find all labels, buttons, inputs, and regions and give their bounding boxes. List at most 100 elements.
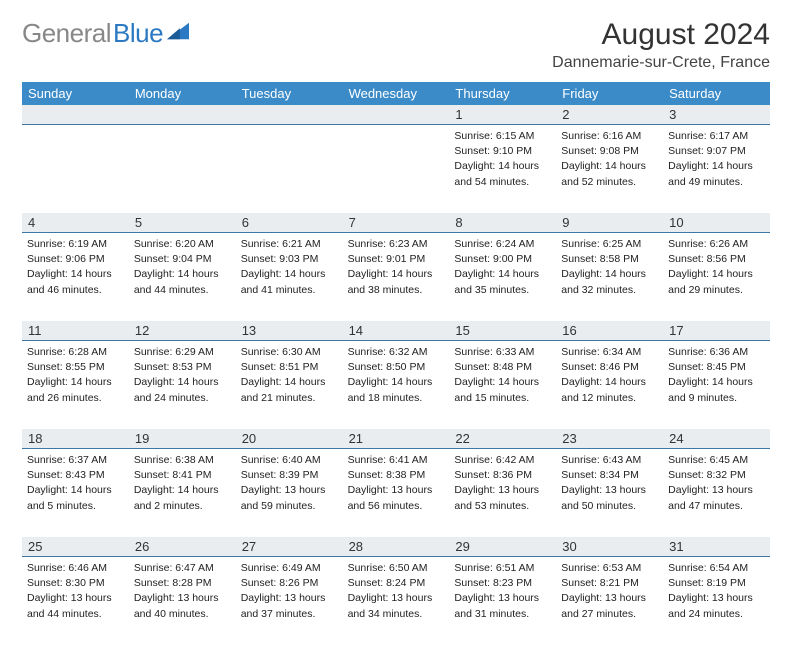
sunrise-text: Sunrise: 6:33 AM: [454, 345, 551, 359]
calendar-page: GeneralBlue August 2024 Dannemarie-sur-C…: [0, 0, 792, 663]
day-number-row: 25262728293031: [22, 537, 770, 557]
daylight1-text: Daylight: 13 hours: [454, 591, 551, 605]
day-header: Tuesday: [236, 82, 343, 105]
daylight1-text: Daylight: 13 hours: [668, 483, 765, 497]
day-cell: Sunrise: 6:50 AMSunset: 8:24 PMDaylight:…: [343, 557, 450, 645]
daylight2-text: and 38 minutes.: [348, 283, 445, 297]
day-number-row: 123: [22, 105, 770, 125]
day-number: 7: [343, 213, 450, 232]
day-number: [236, 105, 343, 124]
day-number: [129, 105, 236, 124]
day-info: Sunrise: 6:37 AMSunset: 8:43 PMDaylight:…: [27, 453, 124, 513]
day-number: 31: [663, 537, 770, 556]
daylight1-text: Daylight: 13 hours: [668, 591, 765, 605]
day-cell: Sunrise: 6:19 AMSunset: 9:06 PMDaylight:…: [22, 233, 129, 321]
sunset-text: Sunset: 9:04 PM: [134, 252, 231, 266]
day-info: Sunrise: 6:38 AMSunset: 8:41 PMDaylight:…: [134, 453, 231, 513]
sunrise-text: Sunrise: 6:15 AM: [454, 129, 551, 143]
daylight1-text: Daylight: 13 hours: [561, 591, 658, 605]
week-row: Sunrise: 6:37 AMSunset: 8:43 PMDaylight:…: [22, 449, 770, 537]
day-number-row: 11121314151617: [22, 321, 770, 341]
day-header: Wednesday: [343, 82, 450, 105]
daylight1-text: Daylight: 13 hours: [348, 591, 445, 605]
sunset-text: Sunset: 8:23 PM: [454, 576, 551, 590]
daylight2-text: and 18 minutes.: [348, 391, 445, 405]
week-row: Sunrise: 6:19 AMSunset: 9:06 PMDaylight:…: [22, 233, 770, 321]
sunrise-text: Sunrise: 6:25 AM: [561, 237, 658, 251]
daylight2-text: and 24 minutes.: [134, 391, 231, 405]
sunrise-text: Sunrise: 6:54 AM: [668, 561, 765, 575]
daylight2-text: and 44 minutes.: [27, 607, 124, 621]
daylight2-text: and 12 minutes.: [561, 391, 658, 405]
day-number: 1: [449, 105, 556, 124]
day-number: 21: [343, 429, 450, 448]
daylight2-text: and 44 minutes.: [134, 283, 231, 297]
daylight2-text: and 41 minutes.: [241, 283, 338, 297]
day-cell: [22, 125, 129, 213]
daylight2-text: and 52 minutes.: [561, 175, 658, 189]
day-info: Sunrise: 6:23 AMSunset: 9:01 PMDaylight:…: [348, 237, 445, 297]
daylight1-text: Daylight: 14 hours: [348, 267, 445, 281]
daylight2-text: and 15 minutes.: [454, 391, 551, 405]
day-cell: Sunrise: 6:41 AMSunset: 8:38 PMDaylight:…: [343, 449, 450, 537]
daylight2-text: and 54 minutes.: [454, 175, 551, 189]
day-cell: Sunrise: 6:21 AMSunset: 9:03 PMDaylight:…: [236, 233, 343, 321]
sunset-text: Sunset: 9:03 PM: [241, 252, 338, 266]
sunrise-text: Sunrise: 6:17 AM: [668, 129, 765, 143]
day-number: 14: [343, 321, 450, 340]
day-cell: Sunrise: 6:38 AMSunset: 8:41 PMDaylight:…: [129, 449, 236, 537]
day-cell: Sunrise: 6:26 AMSunset: 8:56 PMDaylight:…: [663, 233, 770, 321]
sunrise-text: Sunrise: 6:41 AM: [348, 453, 445, 467]
daylight2-text: and 21 minutes.: [241, 391, 338, 405]
day-number-row: 18192021222324: [22, 429, 770, 449]
day-number: 12: [129, 321, 236, 340]
sunrise-text: Sunrise: 6:21 AM: [241, 237, 338, 251]
day-cell: Sunrise: 6:20 AMSunset: 9:04 PMDaylight:…: [129, 233, 236, 321]
sunrise-text: Sunrise: 6:42 AM: [454, 453, 551, 467]
day-cell: Sunrise: 6:40 AMSunset: 8:39 PMDaylight:…: [236, 449, 343, 537]
daylight2-text: and 32 minutes.: [561, 283, 658, 297]
day-info: Sunrise: 6:24 AMSunset: 9:00 PMDaylight:…: [454, 237, 551, 297]
sunrise-text: Sunrise: 6:40 AM: [241, 453, 338, 467]
day-cell: Sunrise: 6:17 AMSunset: 9:07 PMDaylight:…: [663, 125, 770, 213]
day-number: 17: [663, 321, 770, 340]
day-cell: [236, 125, 343, 213]
day-info: Sunrise: 6:26 AMSunset: 8:56 PMDaylight:…: [668, 237, 765, 297]
sunset-text: Sunset: 8:56 PM: [668, 252, 765, 266]
day-cell: Sunrise: 6:25 AMSunset: 8:58 PMDaylight:…: [556, 233, 663, 321]
day-number-row: 45678910: [22, 213, 770, 233]
daylight2-text: and 35 minutes.: [454, 283, 551, 297]
daylight2-text: and 47 minutes.: [668, 499, 765, 513]
weeks-container: 123Sunrise: 6:15 AMSunset: 9:10 PMDaylig…: [22, 105, 770, 645]
daylight1-text: Daylight: 14 hours: [668, 375, 765, 389]
sunset-text: Sunset: 8:26 PM: [241, 576, 338, 590]
day-info: Sunrise: 6:41 AMSunset: 8:38 PMDaylight:…: [348, 453, 445, 513]
sunset-text: Sunset: 8:43 PM: [27, 468, 124, 482]
daylight2-text: and 50 minutes.: [561, 499, 658, 513]
daylight1-text: Daylight: 14 hours: [241, 375, 338, 389]
day-cell: Sunrise: 6:47 AMSunset: 8:28 PMDaylight:…: [129, 557, 236, 645]
day-header-row: Sunday Monday Tuesday Wednesday Thursday…: [22, 82, 770, 105]
day-cell: Sunrise: 6:37 AMSunset: 8:43 PMDaylight:…: [22, 449, 129, 537]
sunset-text: Sunset: 8:32 PM: [668, 468, 765, 482]
sunrise-text: Sunrise: 6:53 AM: [561, 561, 658, 575]
sunset-text: Sunset: 8:38 PM: [348, 468, 445, 482]
day-cell: Sunrise: 6:49 AMSunset: 8:26 PMDaylight:…: [236, 557, 343, 645]
daylight1-text: Daylight: 13 hours: [27, 591, 124, 605]
day-info: Sunrise: 6:28 AMSunset: 8:55 PMDaylight:…: [27, 345, 124, 405]
sunset-text: Sunset: 9:08 PM: [561, 144, 658, 158]
sunset-text: Sunset: 9:00 PM: [454, 252, 551, 266]
title-block: August 2024 Dannemarie-sur-Crete, France: [552, 18, 770, 72]
sunrise-text: Sunrise: 6:38 AM: [134, 453, 231, 467]
daylight1-text: Daylight: 14 hours: [134, 375, 231, 389]
day-number: 26: [129, 537, 236, 556]
sunrise-text: Sunrise: 6:23 AM: [348, 237, 445, 251]
day-info: Sunrise: 6:19 AMSunset: 9:06 PMDaylight:…: [27, 237, 124, 297]
daylight1-text: Daylight: 14 hours: [454, 375, 551, 389]
sunrise-text: Sunrise: 6:49 AM: [241, 561, 338, 575]
day-cell: Sunrise: 6:30 AMSunset: 8:51 PMDaylight:…: [236, 341, 343, 429]
sunrise-text: Sunrise: 6:46 AM: [27, 561, 124, 575]
sunset-text: Sunset: 8:24 PM: [348, 576, 445, 590]
day-info: Sunrise: 6:36 AMSunset: 8:45 PMDaylight:…: [668, 345, 765, 405]
day-number: 30: [556, 537, 663, 556]
